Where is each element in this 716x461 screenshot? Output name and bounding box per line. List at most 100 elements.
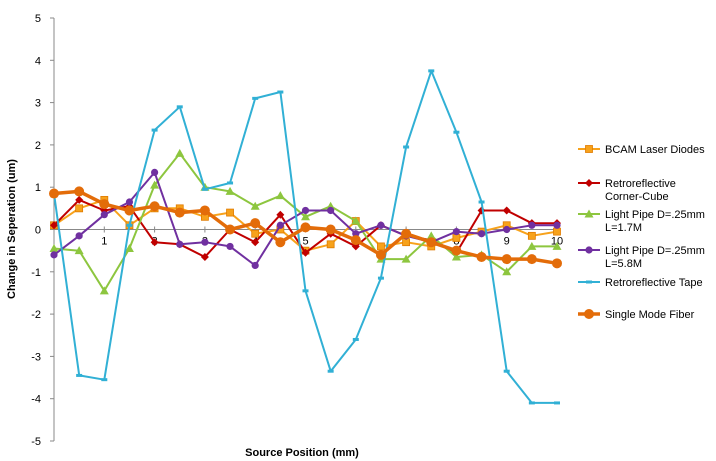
data-point [49,188,59,199]
data-point [225,186,235,195]
data-point [250,218,261,229]
data-point [76,373,83,377]
data-point [225,224,236,235]
series-layer [49,69,562,405]
data-point [451,252,461,261]
y-tick-label: -2 [31,309,41,321]
data-point [150,180,160,189]
legend-marker [585,179,593,187]
y-tick-label: 1 [35,182,41,194]
legend-item: Single Mode Fiber [578,309,695,321]
legend-marker [585,246,593,254]
data-point [428,69,435,73]
legend-item: Retroreflective Tape [578,277,703,289]
data-point [527,231,536,240]
legend-marker [584,209,594,218]
data-point [227,181,234,185]
data-point [151,128,158,132]
data-point [375,249,386,260]
y-tick-labels: -5 -4 -3 -2 -1 0 1 2 3 4 5 [31,13,41,448]
data-point [200,252,209,261]
data-point [275,237,286,248]
data-point [453,130,460,134]
data-point [501,254,512,265]
data-point [176,240,184,248]
data-point [301,248,310,257]
y-tick-label: 5 [35,13,41,25]
data-point [252,96,259,100]
x-tick-label: 1 [101,236,107,248]
data-point [426,231,436,240]
data-point [351,216,361,225]
data-point [251,229,260,238]
data-point [476,251,487,262]
data-point [554,401,560,405]
legend-label: BCAM Laser Diodes [605,144,705,156]
data-point [124,205,135,216]
legend-marker [584,309,594,319]
data-point [125,198,134,206]
legend-label: Light Pipe D=.25mm L=1.7M [605,209,705,234]
data-point [301,212,310,221]
y-tick-label: -1 [31,267,41,279]
data-point [201,238,209,246]
data-point [527,241,537,250]
data-point [176,105,183,109]
data-point [275,191,285,200]
data-point [553,227,561,236]
data-point [451,245,462,256]
legend-marker [585,145,593,153]
data-point [100,211,108,219]
data-point [276,210,285,219]
data-point [124,244,134,253]
data-point [300,222,311,233]
data-point [174,207,185,218]
legend: BCAM Laser Diodes Retroreflective Corner-C… [578,144,705,321]
data-point [126,223,133,227]
data-point [552,241,562,250]
y-tick-label: 3 [35,98,41,110]
x-tick-label: 9 [504,236,510,248]
data-point [101,378,108,382]
data-point [401,254,411,263]
data-point [75,232,83,240]
legend-item: Retroreflective Corner-Cube [578,178,676,203]
data-point [377,221,385,229]
data-point [452,228,460,236]
data-point [301,206,310,215]
data-point [49,244,59,253]
data-point [503,369,510,373]
data-point [50,251,58,259]
data-point [201,187,208,191]
legend-marker [586,280,592,284]
data-point [478,200,485,204]
x-axis-title: Source Position (mm) [245,447,359,459]
data-point [250,201,260,210]
data-point [99,286,109,295]
data-point [426,237,437,248]
data-point [251,238,260,247]
y-tick-label: 2 [35,140,41,152]
legend-label: Single Mode Fiber [605,309,695,321]
x-tick-label: 10 [551,236,563,248]
data-point [503,225,511,234]
data-point [502,206,511,215]
data-point [75,204,84,213]
y-tick-label: -5 [31,436,41,448]
data-point [75,195,84,204]
data-point [199,205,210,216]
y-tick-label: 0 [35,225,41,237]
legend-label: Retroreflective Corner-Cube [605,178,676,203]
data-point [175,148,185,157]
y-tick-label: -4 [31,394,41,406]
data-point [528,401,535,405]
data-point [526,254,537,265]
data-point [528,221,536,229]
legend-label: Light Pipe D=.25mm L=5.8M [605,245,705,270]
data-point [226,208,234,217]
data-point [552,258,562,269]
data-point [277,90,284,94]
legend-item: Light Pipe D=.25mm L=1.7M [578,209,705,234]
data-point [403,145,410,149]
